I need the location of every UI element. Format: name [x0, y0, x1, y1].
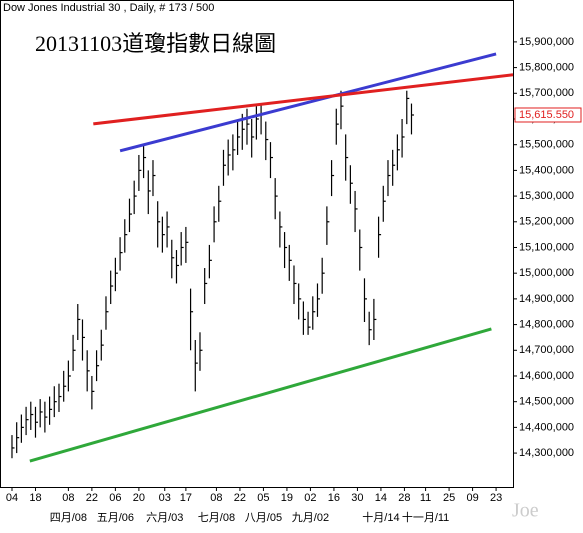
month-label: 四月/08	[50, 512, 87, 524]
x-tick-label: 08	[210, 492, 222, 504]
last-price-box	[514, 107, 582, 123]
x-tick-label: 30	[351, 492, 363, 504]
x-tick-label: 16	[328, 492, 340, 504]
chart-title: 20131103道瓊指數日線圖	[35, 31, 276, 56]
y-tick-label: 14,800,000	[519, 318, 574, 330]
x-tick-label: 17	[180, 492, 192, 504]
y-tick-label: 15,400,000	[519, 164, 574, 176]
month-label: 六月/03	[146, 511, 183, 524]
x-tick-label: 02	[304, 492, 316, 504]
trend-line	[119, 52, 497, 153]
x-tick-label: 08	[62, 492, 74, 504]
x-tick-label: 11	[420, 492, 431, 504]
y-tick-label: 14,500,000	[519, 396, 574, 408]
x-tick-label: 22	[234, 492, 246, 504]
last-price-label: 15,615.550	[519, 109, 574, 121]
trend-line	[29, 327, 492, 463]
x-tick-label: 20	[133, 492, 145, 504]
x-tick-label: 14	[375, 492, 387, 504]
plot-area	[0, 0, 514, 488]
y-tick-label: 14,300,000	[519, 447, 574, 459]
x-tick-label: 22	[86, 492, 98, 504]
y-tick-label: 15,100,000	[519, 241, 574, 253]
month-label: 八月/05	[245, 512, 282, 524]
month-label: 五月/06	[97, 512, 134, 524]
y-tick-label: 15,800,000	[519, 61, 574, 73]
x-tick-label: 25	[443, 492, 455, 504]
month-label: 十月/14	[362, 510, 399, 524]
x-tick-label: 28	[398, 492, 410, 504]
y-tick-label: 15,900,000	[519, 36, 574, 48]
x-tick-label: 04	[6, 492, 18, 504]
y-tick-label: 14,900,000	[519, 293, 574, 305]
x-tick-label: 19	[281, 492, 293, 504]
y-tick-label: 15,000,000	[519, 267, 574, 279]
x-tick-label: 23	[490, 492, 502, 504]
watermark: Joe	[512, 500, 539, 522]
header: Dow Jones Industrial 30 , Daily, # 173 /…	[3, 2, 214, 14]
y-tick-label: 15,500,000	[519, 139, 574, 151]
x-tick-label: 05	[257, 492, 269, 504]
x-tick-label: 06	[109, 492, 121, 504]
y-tick-label: 14,600,000	[519, 370, 574, 382]
x-tick-label: 03	[159, 492, 171, 504]
x-tick-label: 09	[466, 492, 478, 504]
month-label: 九月/02	[292, 511, 329, 524]
y-tick-label: 14,400,000	[519, 421, 574, 433]
trend-line	[93, 73, 514, 126]
x-tick-label: 18	[29, 492, 41, 504]
y-tick-label: 15,300,000	[519, 190, 574, 202]
y-tick-label: 15,200,000	[519, 216, 574, 228]
month-label: 七月/08	[198, 511, 235, 524]
y-tick-label: 15,700,000	[519, 87, 574, 99]
month-label: 十一月/11	[402, 510, 449, 524]
y-tick-label: 14,700,000	[519, 344, 574, 356]
